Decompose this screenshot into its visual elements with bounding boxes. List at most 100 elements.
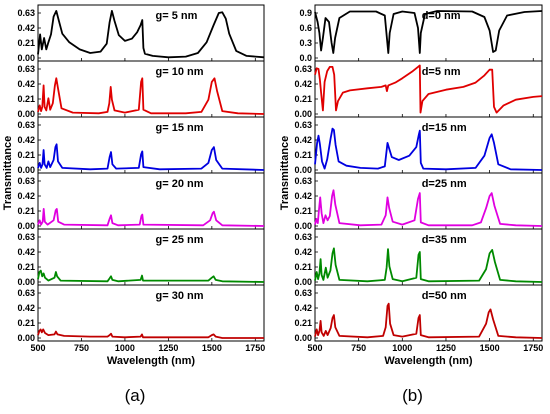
y-tick-label: 0.00 (294, 165, 312, 175)
subplot-3: 0.00 0.21 0.42 0.63 d=15 nm (294, 116, 543, 175)
subplot-frame (314, 284, 543, 342)
y-tick-label: 0.63 (17, 120, 35, 130)
series-line (37, 269, 265, 283)
y-tick-label: 0.21 (294, 150, 312, 160)
series-name-label: g= 25 nm (156, 234, 204, 246)
subplot-3: 0.00 0.21 0.42 0.63 g= 15 nm (17, 116, 265, 175)
y-axis-title: Transmittance (279, 136, 291, 211)
x-tick-label: 750 (74, 343, 89, 353)
x-tick-label: 1750 (245, 343, 265, 353)
y-tick-label: 0.00 (17, 53, 35, 63)
subplot-6: 0.00 0.21 0.42 0.63 d=50 nm (294, 284, 543, 343)
y-tick-label: 0.6 (299, 23, 312, 33)
y-tick-label: 0.63 (17, 8, 35, 18)
x-tick-label: 1000 (392, 343, 412, 353)
subplot-frame (37, 4, 265, 62)
y-tick-label: 0.21 (294, 94, 312, 104)
x-axis-title: Wavelength (nm) (384, 355, 473, 367)
y-tick-label: 0.00 (17, 333, 35, 343)
series-line (314, 127, 543, 171)
x-tick-label: 1250 (158, 343, 178, 353)
series-line (314, 302, 543, 339)
series-line (37, 77, 265, 115)
series-line (314, 64, 543, 114)
y-tick-label: 0.63 (294, 288, 312, 298)
y-tick-label: 0.00 (17, 109, 35, 119)
y-tick-label: 0.21 (294, 318, 312, 328)
series-line (314, 189, 543, 227)
series-name-label: d=25 nm (422, 178, 467, 190)
y-tick-label: 0.21 (294, 206, 312, 216)
series-line (37, 208, 265, 227)
panel-label: (a) (125, 386, 146, 405)
subplot-4: 0.00 0.21 0.42 0.63 d=25 nm (294, 172, 543, 231)
series-line (37, 328, 264, 339)
panel-label: (b) (402, 386, 423, 405)
subplot-5: 0.00 0.21 0.42 0.63 g= 25 nm (17, 228, 265, 287)
y-tick-label: 0.00 (17, 221, 35, 231)
subplot-frame (37, 60, 265, 118)
subplot-5: 0.00 0.21 0.42 0.63 d=35 nm (294, 228, 543, 287)
x-tick-label: 500 (30, 343, 45, 353)
x-tick-label: 1250 (436, 343, 456, 353)
y-tick-label: 0.63 (294, 176, 312, 186)
series-name-label: g= 5 nm (156, 10, 198, 22)
y-tick-label: 0.42 (17, 79, 35, 89)
y-axis-title: Transmittance (2, 136, 14, 211)
x-tick-label: 1000 (115, 343, 135, 353)
y-tick-label: 0.42 (294, 135, 312, 145)
y-tick-label: 0.21 (17, 318, 35, 328)
y-tick-label: 0.0 (299, 53, 312, 63)
subplot-1: 0.00 0.21 0.42 0.63 g= 5 nm (17, 4, 265, 63)
series-name-label: g= 20 nm (156, 178, 204, 190)
y-tick-label: 0.42 (294, 303, 312, 313)
series-name-label: d=35 nm (422, 234, 467, 246)
x-tick-label: 750 (351, 343, 366, 353)
y-tick-label: 0.00 (294, 109, 312, 119)
series-name-label: d=15 nm (422, 122, 467, 134)
y-tick-label: 0.42 (294, 79, 312, 89)
x-tick-label: 1500 (480, 343, 500, 353)
y-tick-label: 0.42 (294, 191, 312, 201)
y-tick-label: 0.63 (17, 176, 35, 186)
subplot-1: 0.0 0.3 0.6 0.9 d=0 nm (299, 4, 543, 63)
y-tick-label: 0.42 (17, 247, 35, 257)
y-tick-label: 0.21 (294, 262, 312, 272)
x-axis-title: Wavelength (nm) (107, 355, 196, 367)
x-tick-label: 1750 (523, 343, 543, 353)
y-tick-label: 0.00 (294, 221, 312, 231)
panel-b: 0.0 0.3 0.6 0.9 d=0 nm 0.00 0.21 0.42 0.63 d=5 nm… (279, 4, 543, 405)
y-tick-label: 0.00 (17, 165, 35, 175)
y-tick-label: 0.3 (299, 38, 312, 48)
series-line (37, 10, 265, 59)
y-tick-label: 0.63 (294, 120, 312, 130)
y-tick-label: 0.42 (294, 247, 312, 257)
y-tick-label: 0.42 (17, 135, 35, 145)
series-name-label: d=50 nm (422, 290, 467, 302)
subplot-frame (37, 172, 265, 230)
y-tick-label: 0.00 (17, 277, 35, 287)
y-tick-label: 0.21 (17, 38, 35, 48)
y-tick-label: 0.63 (294, 232, 312, 242)
y-tick-label: 0.42 (17, 23, 35, 33)
series-name-label: d=0 nm (422, 10, 461, 22)
subplot-2: 0.00 0.21 0.42 0.63 d=5 nm (294, 60, 543, 119)
y-tick-label: 0.9 (299, 8, 312, 18)
y-tick-label: 0.63 (17, 232, 35, 242)
panel-a: 0.00 0.21 0.42 0.63 g= 5 nm 0.00 0.21 0.42 0.63 g… (2, 4, 265, 405)
y-tick-label: 0.21 (17, 206, 35, 216)
series-name-label: g= 30 nm (156, 290, 204, 302)
y-tick-label: 0.00 (294, 277, 312, 287)
subplot-6: 0.00 0.21 0.42 0.63 g= 30 nm (17, 284, 265, 343)
series-line (314, 10, 543, 54)
x-tick-label: 500 (307, 343, 322, 353)
series-name-label: g= 10 nm (156, 66, 204, 78)
subplot-frame (37, 284, 265, 342)
series-line (314, 247, 543, 283)
y-tick-label: 0.42 (17, 191, 35, 201)
subplot-4: 0.00 0.21 0.42 0.63 g= 20 nm (17, 172, 265, 231)
x-tick-label: 1500 (202, 343, 222, 353)
subplot-frame (37, 116, 265, 174)
